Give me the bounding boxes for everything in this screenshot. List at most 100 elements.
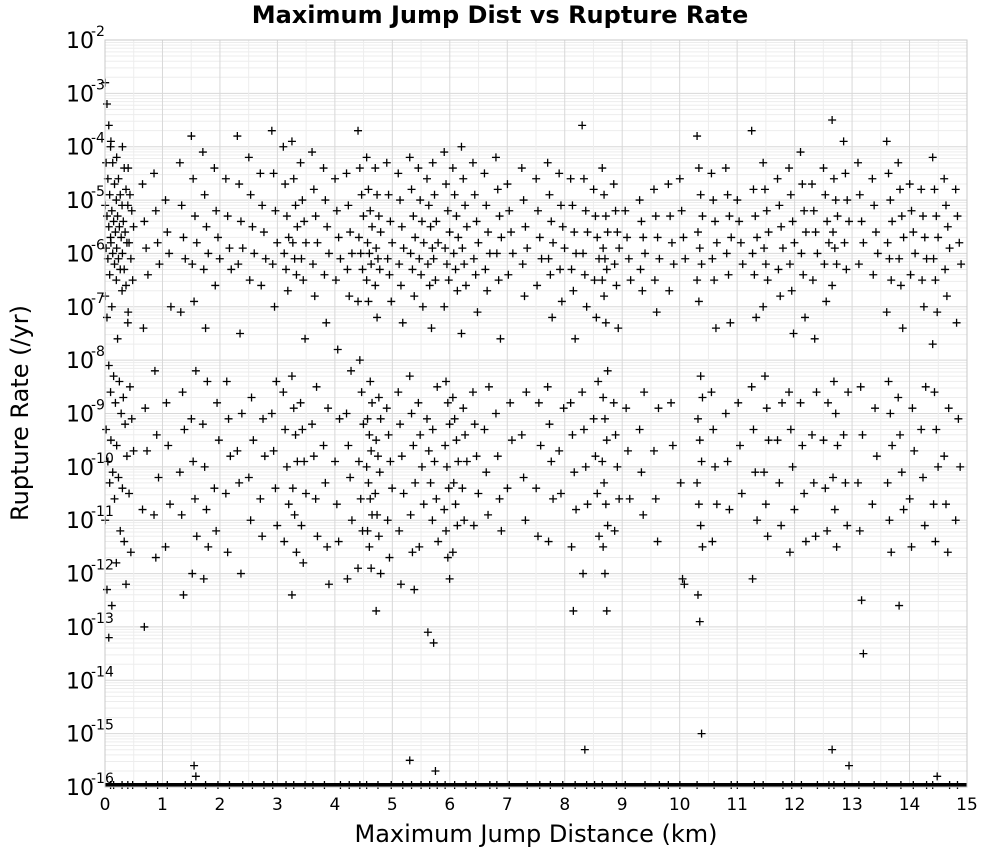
data-point <box>694 500 703 509</box>
data-point <box>909 228 918 237</box>
data-point <box>600 254 609 263</box>
data-point <box>957 260 966 269</box>
data-point <box>736 238 745 247</box>
data-point <box>886 409 895 418</box>
data-point <box>115 222 124 231</box>
data-point <box>637 468 646 477</box>
data-point <box>289 174 298 183</box>
data-point <box>473 308 482 317</box>
data-point <box>309 452 318 461</box>
data-point <box>613 228 622 237</box>
data-point <box>829 473 838 482</box>
data-point <box>442 180 451 189</box>
data-point <box>773 174 782 183</box>
data-point <box>919 473 927 482</box>
data-point <box>417 270 426 279</box>
data-point <box>363 238 372 247</box>
data-point <box>919 212 927 221</box>
data-point <box>321 478 330 487</box>
data-point <box>189 174 198 183</box>
data-point <box>345 292 354 301</box>
data-point <box>931 276 940 285</box>
data-point <box>695 617 704 626</box>
y-tick-exponent: -10 <box>91 451 114 467</box>
data-point <box>442 260 451 269</box>
data-point <box>374 532 383 541</box>
x-tick-label: 11 <box>726 795 748 815</box>
data-point <box>888 441 897 450</box>
data-point <box>366 494 375 503</box>
data-point <box>461 430 470 439</box>
data-point <box>181 254 190 263</box>
data-point <box>109 372 118 381</box>
data-point <box>809 206 818 215</box>
data-point <box>930 185 939 194</box>
data-point <box>334 233 343 242</box>
data-point <box>426 478 435 487</box>
x-tick-label: 13 <box>841 795 863 815</box>
data-point <box>310 292 319 301</box>
data-point <box>312 382 321 391</box>
data-point <box>493 185 502 194</box>
data-point <box>320 270 329 279</box>
data-point <box>354 297 363 306</box>
data-point <box>557 297 566 306</box>
data-point <box>855 190 864 199</box>
data-point <box>443 398 452 407</box>
data-point <box>651 494 660 503</box>
data-point <box>808 180 817 189</box>
data-point <box>760 372 769 381</box>
data-point <box>235 478 244 487</box>
data-point <box>560 244 569 253</box>
data-point <box>396 281 405 290</box>
data-point <box>454 457 463 466</box>
data-point <box>152 430 161 439</box>
data-point <box>707 388 716 397</box>
data-point <box>932 212 941 221</box>
data-point <box>344 441 353 450</box>
data-point <box>344 201 353 210</box>
data-point <box>885 516 894 525</box>
y-tick-label: 10 <box>66 82 94 107</box>
data-point <box>736 441 745 450</box>
data-point <box>175 158 184 167</box>
data-point <box>417 462 426 471</box>
data-point <box>423 260 432 269</box>
data-point <box>427 324 436 333</box>
data-point <box>610 526 619 535</box>
data-point <box>484 228 493 237</box>
data-point <box>593 233 602 242</box>
data-point <box>882 308 891 317</box>
data-point <box>408 265 417 274</box>
data-point <box>831 409 840 418</box>
data-point <box>556 265 565 274</box>
data-point <box>544 537 553 546</box>
data-point <box>343 265 352 274</box>
data-point <box>117 409 126 418</box>
data-point <box>428 516 437 525</box>
data-point <box>397 452 406 461</box>
data-point <box>855 526 864 535</box>
data-point <box>474 238 483 247</box>
data-point <box>495 494 504 503</box>
data-point <box>733 196 742 205</box>
data-point <box>517 430 526 439</box>
data-point <box>559 404 568 413</box>
data-point <box>592 313 601 322</box>
data-point <box>324 580 333 589</box>
data-point <box>857 596 866 605</box>
data-point <box>762 404 771 413</box>
data-point <box>397 222 406 231</box>
data-point <box>332 206 341 215</box>
x-tick-label: 0 <box>100 795 111 815</box>
data-point <box>280 537 289 546</box>
data-point <box>102 212 111 221</box>
data-point <box>445 228 454 237</box>
data-point <box>399 244 408 253</box>
data-point <box>104 121 113 130</box>
data-point <box>117 233 126 242</box>
data-point <box>600 478 609 487</box>
data-point <box>259 228 268 237</box>
data-point <box>668 441 677 450</box>
data-point <box>233 446 242 455</box>
